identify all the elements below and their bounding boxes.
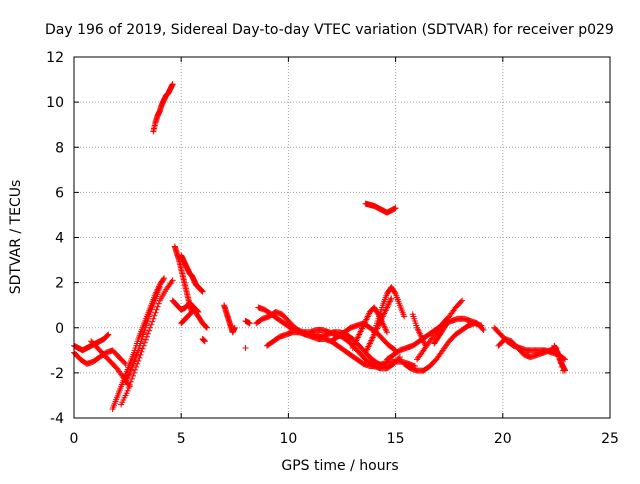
x-axis-label: GPS time / hours xyxy=(281,458,398,474)
x-tick-label: 15 xyxy=(387,431,405,447)
y-tick-label: -2 xyxy=(50,366,64,382)
data-point xyxy=(137,351,144,358)
data-point xyxy=(160,276,167,283)
y-tick-label: 12 xyxy=(46,50,64,66)
data-point xyxy=(480,327,487,334)
chart-title: Day 196 of 2019, Sidereal Day-to-day VTE… xyxy=(45,22,614,38)
x-tick-label: 10 xyxy=(279,431,297,447)
data-point xyxy=(231,324,238,331)
data-point xyxy=(156,284,163,291)
data-point xyxy=(381,363,388,370)
y-tick-label: -4 xyxy=(50,411,64,427)
data-point xyxy=(139,345,146,352)
data-point xyxy=(203,324,210,331)
data-point xyxy=(104,332,111,339)
data-point xyxy=(201,338,208,345)
data-point xyxy=(141,339,148,346)
data-point xyxy=(391,289,398,296)
data-point xyxy=(242,345,249,352)
data-point xyxy=(155,300,162,307)
data-point xyxy=(384,329,391,336)
data-point xyxy=(401,313,408,320)
data-point xyxy=(152,309,159,316)
grid-layer xyxy=(74,57,610,418)
y-tick-label: 6 xyxy=(55,185,64,201)
data-point xyxy=(127,378,134,385)
points-layer xyxy=(71,81,568,412)
data-point xyxy=(444,320,451,327)
data-point xyxy=(443,321,450,328)
data-point xyxy=(150,315,157,322)
data-point xyxy=(161,275,168,282)
data-point xyxy=(169,81,176,88)
data-point xyxy=(125,384,132,391)
y-tick-label: 2 xyxy=(55,276,64,292)
data-point xyxy=(132,366,139,373)
data-point xyxy=(144,330,151,337)
plot-frame xyxy=(73,56,611,419)
data-point xyxy=(128,375,135,382)
data-point xyxy=(153,306,160,313)
data-point xyxy=(124,387,131,394)
y-tick-label: 0 xyxy=(55,321,64,337)
data-point xyxy=(154,303,161,310)
x-tick-label: 5 xyxy=(177,431,186,447)
x-tick-label: 20 xyxy=(494,431,512,447)
data-point xyxy=(459,297,466,304)
data-point xyxy=(457,298,464,305)
data-point xyxy=(422,342,429,349)
y-tick-label: 10 xyxy=(46,95,64,111)
data-point xyxy=(105,331,112,338)
data-point xyxy=(126,381,133,388)
x-tick-label: 25 xyxy=(601,431,619,447)
x-tick-label: 0 xyxy=(70,431,79,447)
data-point xyxy=(392,205,399,212)
data-point xyxy=(561,356,568,363)
data-point xyxy=(246,320,253,327)
tick-layer: 0 5 10 15 20 25 -4 -2 0 2 4 6 8 10 12 xyxy=(46,50,619,447)
data-point xyxy=(146,327,153,334)
data-point xyxy=(169,277,176,284)
y-axis-label: SDTVAR / TECUs xyxy=(8,180,24,295)
data-point xyxy=(135,357,142,364)
data-point xyxy=(479,325,486,332)
y-tick-label: 4 xyxy=(55,231,64,247)
data-point xyxy=(199,288,206,295)
data-point xyxy=(203,323,210,330)
data-point xyxy=(478,322,485,329)
data-point xyxy=(151,312,158,319)
data-point xyxy=(561,367,568,374)
data-point xyxy=(142,336,149,343)
y-tick-label: 8 xyxy=(55,140,64,156)
data-point xyxy=(148,321,155,328)
data-point xyxy=(121,359,128,366)
data-point xyxy=(149,318,156,325)
data-point xyxy=(388,295,395,302)
